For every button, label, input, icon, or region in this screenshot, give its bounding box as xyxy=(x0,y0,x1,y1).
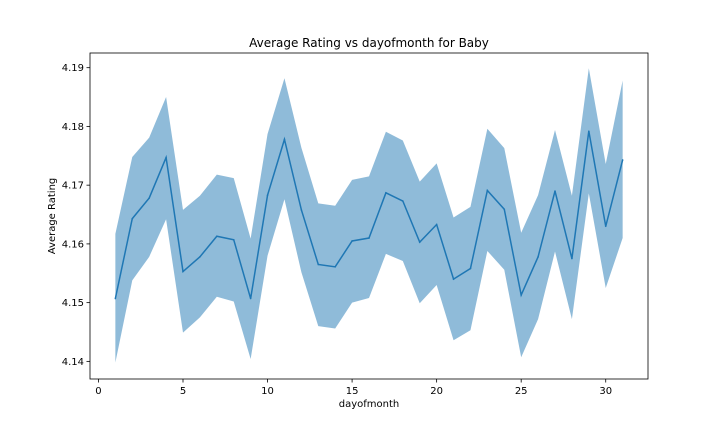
data-point xyxy=(334,266,336,268)
x-tick-label: 30 xyxy=(599,386,612,397)
y-tick-label: 4.16 xyxy=(62,239,84,250)
plot-area xyxy=(89,52,649,380)
y-tick-label: 4.17 xyxy=(62,181,84,192)
data-point xyxy=(469,267,472,270)
y-tick-label: 4.15 xyxy=(62,298,84,309)
data-point xyxy=(452,278,455,280)
plot-frame xyxy=(89,52,649,380)
data-point xyxy=(148,197,150,199)
x-tick-label: 15 xyxy=(346,386,359,397)
y-axis-label: Average Rating xyxy=(47,178,58,254)
data-point xyxy=(604,225,607,228)
data-point xyxy=(537,256,539,258)
chart-title: Average Rating vs dayofmonth for Baby xyxy=(249,36,489,50)
x-tick-label: 0 xyxy=(95,386,101,397)
data-point xyxy=(266,194,269,196)
data-point xyxy=(385,191,387,194)
data-point xyxy=(283,138,286,141)
x-tick-label: 10 xyxy=(261,386,274,397)
data-point xyxy=(317,263,320,266)
x-tick-label: 20 xyxy=(430,386,443,397)
data-point xyxy=(435,223,438,226)
x-tick-label: 5 xyxy=(180,386,186,397)
y-axis: 4.14 4.15 4.16 4.17 4.18 4.19 xyxy=(62,63,90,368)
data-point xyxy=(114,297,117,300)
data-point xyxy=(216,235,218,238)
data-point xyxy=(131,217,134,220)
data-point xyxy=(368,237,370,239)
y-tick-label: 4.19 xyxy=(62,63,84,74)
data-point xyxy=(520,294,522,296)
data-point xyxy=(182,270,184,273)
data-point xyxy=(199,256,201,258)
data-point xyxy=(249,297,252,300)
data-point xyxy=(232,238,235,241)
x-axis: 0 5 10 15 20 25 30 xyxy=(95,379,612,397)
x-tick-label: 25 xyxy=(515,386,528,397)
x-axis-label: dayofmonth xyxy=(339,399,400,410)
data-point xyxy=(300,209,303,211)
data-point xyxy=(486,189,489,192)
y-tick-label: 4.14 xyxy=(62,357,84,368)
data-point xyxy=(554,190,556,192)
data-point xyxy=(503,208,506,211)
data-point xyxy=(571,257,573,260)
confidence-band xyxy=(115,68,623,363)
data-point xyxy=(588,130,590,132)
data-point xyxy=(351,240,353,242)
y-tick-label: 4.18 xyxy=(62,122,84,133)
data-point xyxy=(402,200,404,202)
data-point xyxy=(621,159,624,161)
data-point xyxy=(418,241,421,243)
data-point xyxy=(165,156,167,159)
